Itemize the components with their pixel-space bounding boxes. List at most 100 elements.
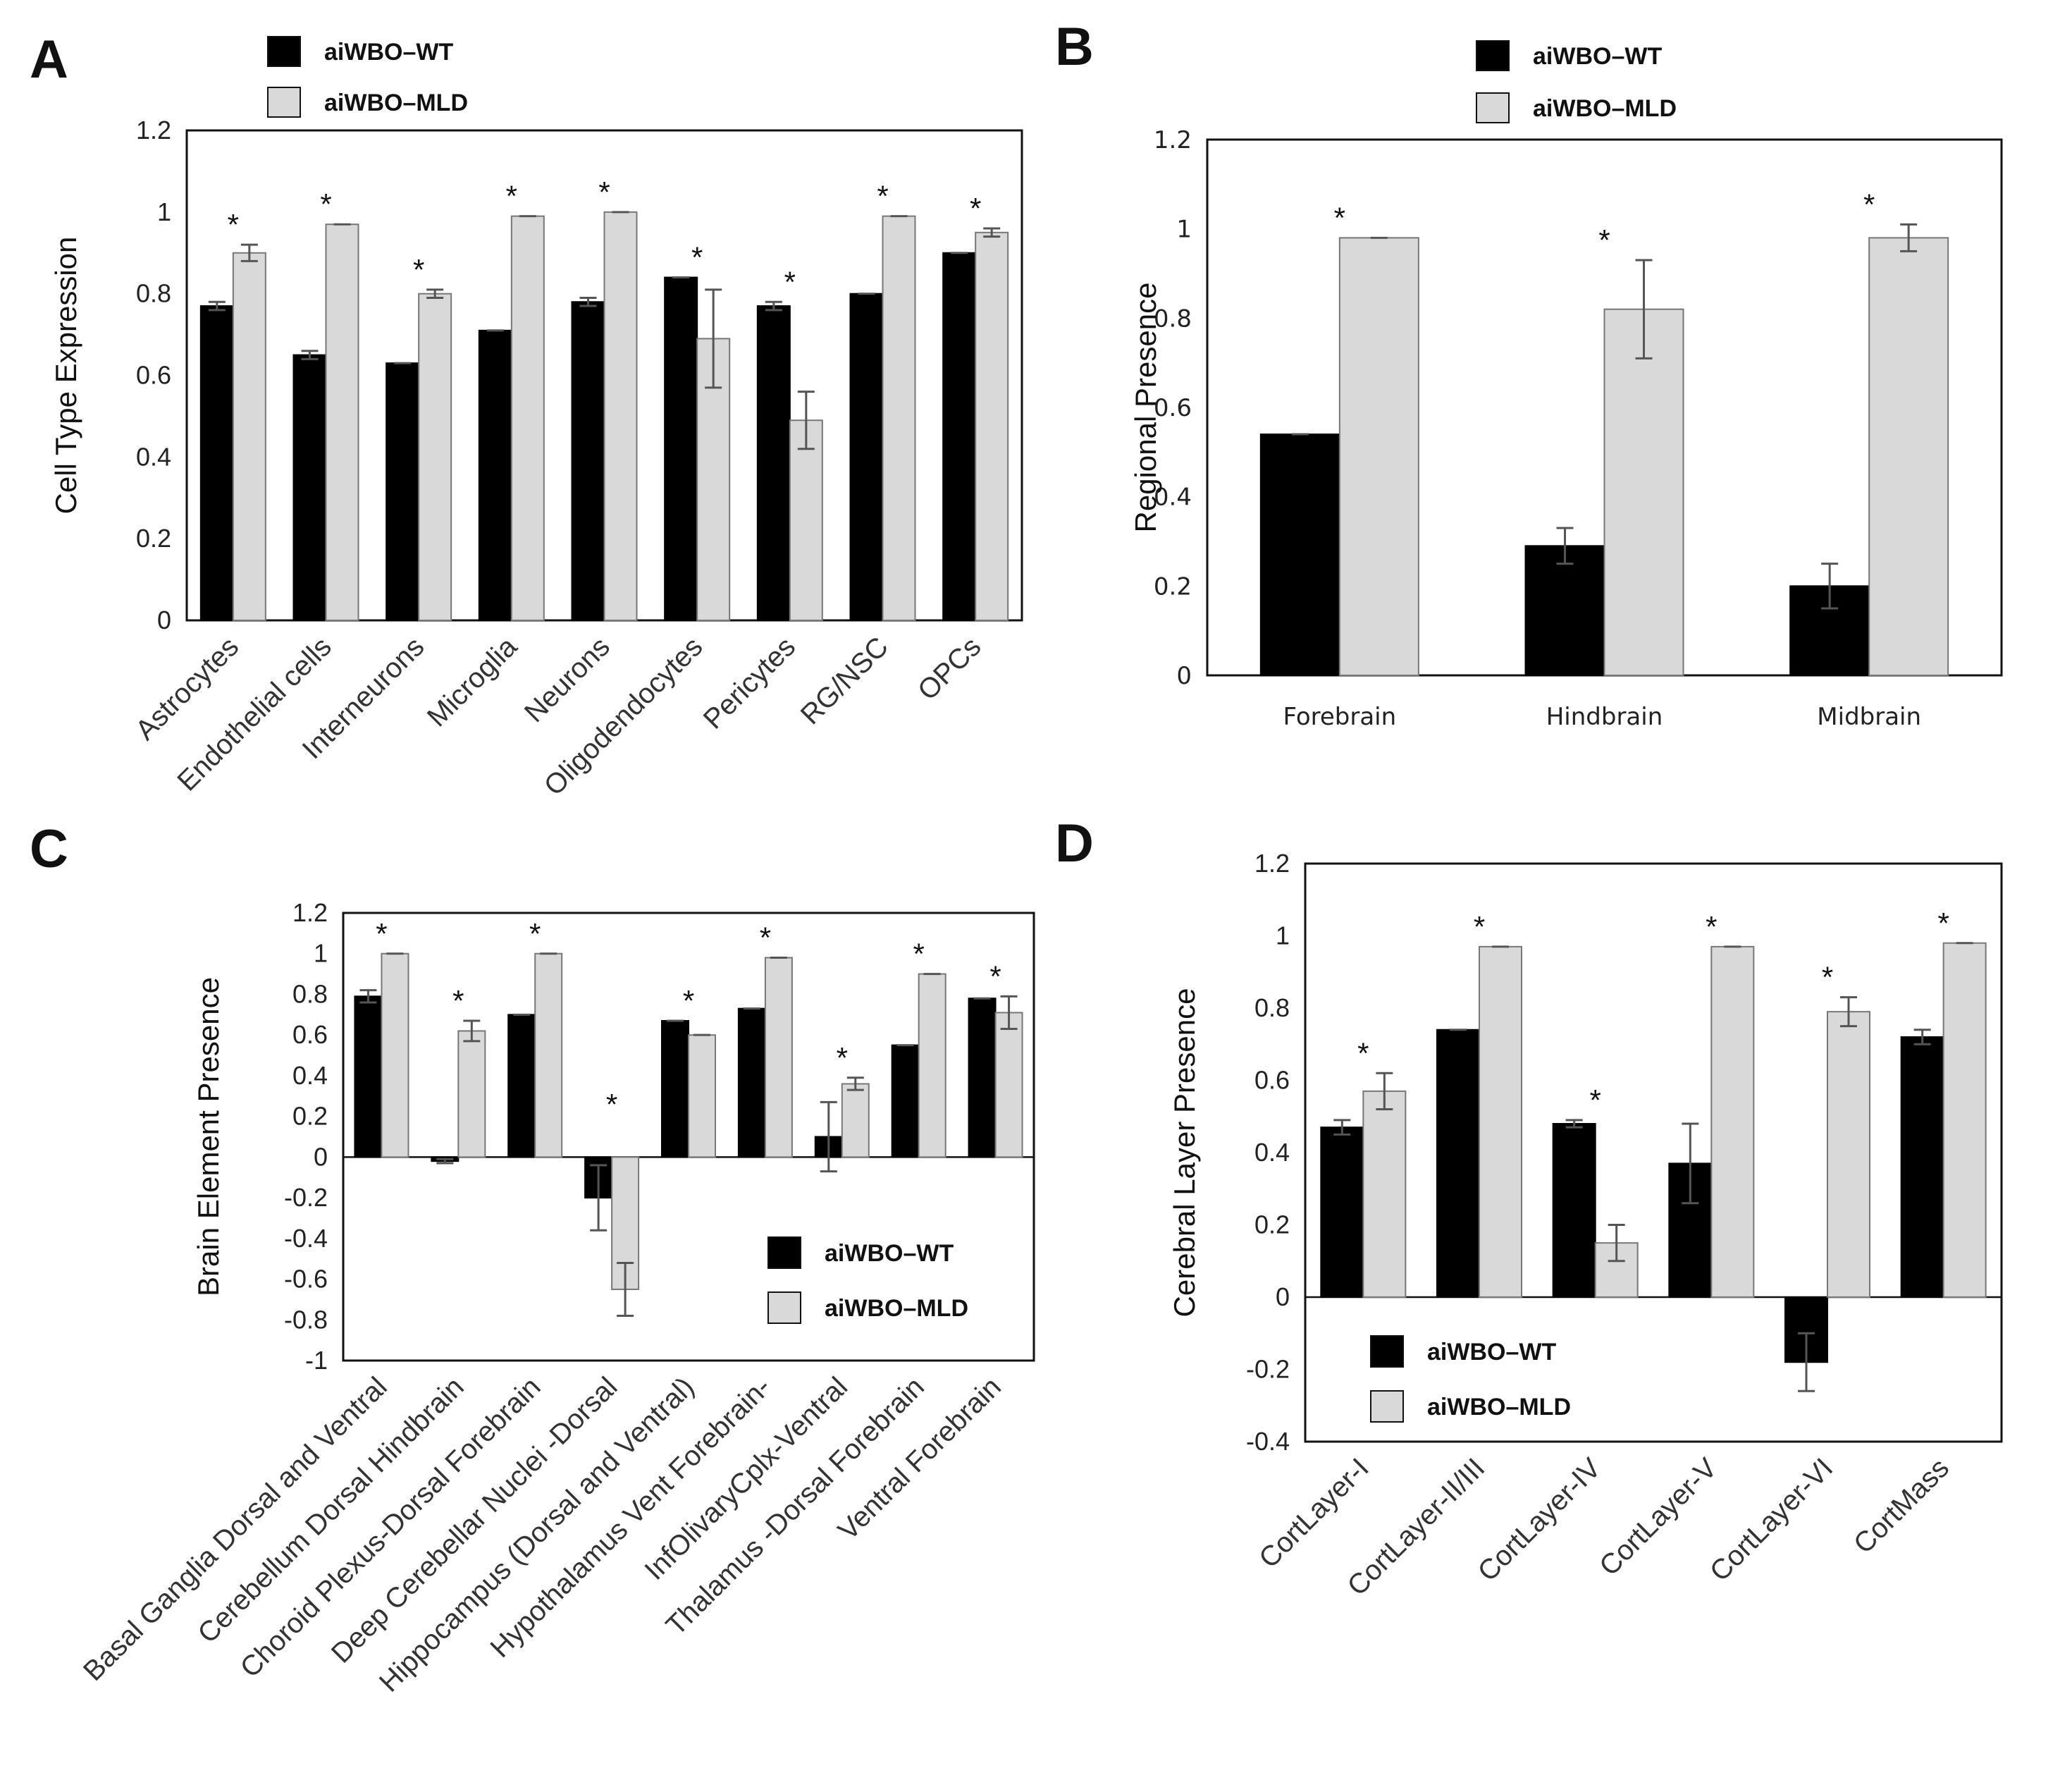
panel-a-category-label: RG/NSC xyxy=(795,631,894,730)
panel-a-y-tick-label: 0.2 xyxy=(136,524,171,553)
panel-a-significance-star: * xyxy=(691,241,703,274)
panel-c-bar-mld xyxy=(381,952,409,1158)
panel-c-bar-mld xyxy=(841,1083,870,1158)
panel-d-significance-star: * xyxy=(1706,910,1717,943)
panel-b-error-bar xyxy=(1635,259,1653,360)
panel-a-significance-star: * xyxy=(784,265,796,298)
panel-c-bar-wt xyxy=(661,1019,689,1158)
panel-a-y-tick-label: 0.4 xyxy=(136,442,171,471)
panel-c-significance-star: * xyxy=(376,917,387,950)
panel-d-legend-swatch-mld xyxy=(1370,1390,1404,1423)
panel-a-category-label: OPCs xyxy=(912,631,987,706)
panel-a-y-axis-label: Cell Type Expression xyxy=(49,237,82,515)
panel-a-legend-label-mld: aiWBO–MLD xyxy=(324,90,468,116)
panel-a-bar-wt xyxy=(571,301,605,621)
panel-a-category-label: Neurons xyxy=(519,631,616,728)
panel-c-significance-star: * xyxy=(529,917,541,950)
panel-d-category-label: CortLayer-IV xyxy=(1472,1452,1608,1588)
panel-a-significance-star: * xyxy=(228,208,239,241)
panel-d-error-bar xyxy=(1798,1332,1815,1392)
panel-d-category-label: CortMass xyxy=(1848,1452,1955,1559)
panel-d-significance-star: * xyxy=(1357,1036,1369,1069)
panel-c-error-bar xyxy=(1000,995,1018,1031)
panel-d-error-bar xyxy=(1682,1122,1699,1205)
panel-a-bar-mld xyxy=(232,252,266,621)
panel-a-bar-wt xyxy=(942,252,977,621)
panel-a-bar-wt xyxy=(386,362,420,621)
panel-d-bar-wt xyxy=(1436,1029,1480,1298)
panel-c-bar-mld xyxy=(534,952,563,1158)
panel-letter-c: C xyxy=(30,819,68,879)
panel-d-y-tick-label: -0.4 xyxy=(1246,1427,1290,1456)
panel-b-legend-swatch-wt xyxy=(1476,40,1510,71)
panel-c-y-tick-label: -0.8 xyxy=(284,1305,328,1334)
panel-d-category-label: CortLayer-VI xyxy=(1704,1452,1839,1587)
panel-c-y-tick-label: 0.6 xyxy=(292,1020,328,1049)
panel-a-significance-star: * xyxy=(877,180,888,213)
panel-a-y-tick-label: 1.2 xyxy=(136,116,171,145)
chart-panel-d: -0.4 -0.2 0 0.2 0.4 0.6 0.8 1 1.2 Cerebral Layer … xyxy=(1168,849,2003,1602)
panel-d-error-bar xyxy=(1565,1119,1583,1129)
panel-d-y-tick-label: 0 xyxy=(1276,1282,1290,1311)
panel-c-error-bar xyxy=(617,1261,634,1317)
panel-c-legend-swatch-wt xyxy=(767,1236,801,1269)
panel-letter-b: B xyxy=(1055,17,1094,77)
panel-c-significance-star: * xyxy=(913,938,924,971)
panel-d-bar-mld xyxy=(1362,1090,1407,1298)
panel-c-y-tick-label: -0.2 xyxy=(284,1183,328,1212)
panel-b-bar-mld xyxy=(1603,308,1684,676)
panel-d-bar-mld xyxy=(1479,945,1522,1298)
panel-a-significance-star: * xyxy=(970,192,981,225)
panel-d-y-tick-label: 0.6 xyxy=(1254,1066,1290,1095)
panel-d-y-tick-label: 0.8 xyxy=(1254,993,1290,1022)
panel-c-y-tick-label: -0.4 xyxy=(284,1224,328,1253)
panel-a-bar-wt xyxy=(756,305,791,621)
panel-c-bar-mld xyxy=(457,1030,486,1158)
panel-a-significance-star: * xyxy=(413,253,424,286)
panel-b-y-tick-label: 1.2 xyxy=(1154,126,1192,154)
panel-d-bar-mld xyxy=(1710,945,1755,1298)
panel-d-bar-mld xyxy=(1942,942,1987,1298)
panel-a-bar-mld xyxy=(510,215,545,621)
panel-d-error-bar xyxy=(1840,996,1857,1028)
panel-b-y-tick-label: 0.8 xyxy=(1154,305,1192,333)
panel-c-error-bar xyxy=(463,1019,481,1043)
panel-a-category-label: Endothelial cells xyxy=(171,631,338,797)
panel-c-bar-wt xyxy=(891,1044,920,1158)
panel-c-significance-star: * xyxy=(606,1088,617,1121)
chart-panel-c: -1 -0.8 -0.6 -0.4 -0.2 0 0.2 0.4 0.6 0.8 1 1.2 Brain… xyxy=(78,898,1035,1698)
panel-d-legend-label-wt: aiWBO–WT xyxy=(1427,1339,1556,1366)
panel-c-y-tick-label: 0.2 xyxy=(292,1102,328,1131)
panel-c-error-bar xyxy=(846,1076,864,1091)
panel-a-error-bar xyxy=(240,243,258,262)
panel-a-error-bar xyxy=(301,350,319,360)
panel-a-bar-mld xyxy=(418,293,452,621)
panel-a-legend-label-wt: aiWBO–WT xyxy=(324,39,453,66)
panel-b-y-tick-label: 0.4 xyxy=(1154,484,1192,512)
panel-b-y-tick-label: 0 xyxy=(1176,662,1192,690)
panel-a-category-label: Pericytes xyxy=(698,631,801,735)
panel-a-error-bar xyxy=(797,391,815,450)
panel-d-bar-wt xyxy=(1320,1127,1364,1298)
panel-c-significance-star: * xyxy=(760,921,771,955)
panel-a-bar-mld xyxy=(325,223,359,622)
panel-d-category-label: CortLayer-V xyxy=(1593,1452,1723,1582)
panel-c-y-tick-label: 1 xyxy=(314,939,328,968)
panel-a-bar-mld xyxy=(603,211,638,622)
panel-c-y-tick-label: 1.2 xyxy=(292,898,328,927)
panel-b-error-bar xyxy=(1900,223,1918,252)
panel-c-category-label: Hypothalamus Vent Forebrain- xyxy=(485,1371,777,1664)
panel-b-legend-label-wt: aiWBO–WT xyxy=(1533,43,1662,70)
panel-c-plot-frame xyxy=(342,912,1035,1362)
panel-b-bar-wt xyxy=(1259,434,1340,676)
panel-c-bar-wt xyxy=(507,1014,536,1158)
panel-d-y-tick-label: 0.4 xyxy=(1254,1138,1290,1167)
panel-a-bar-wt xyxy=(199,305,234,621)
panel-c-error-bar xyxy=(359,989,377,1004)
panel-c-bar-mld xyxy=(918,973,946,1158)
panel-a-error-bar xyxy=(705,288,722,389)
panel-d-error-bar xyxy=(1608,1224,1625,1263)
panel-d-significance-star: * xyxy=(1589,1084,1601,1117)
panel-d-y-tick-label: -0.2 xyxy=(1246,1355,1290,1384)
